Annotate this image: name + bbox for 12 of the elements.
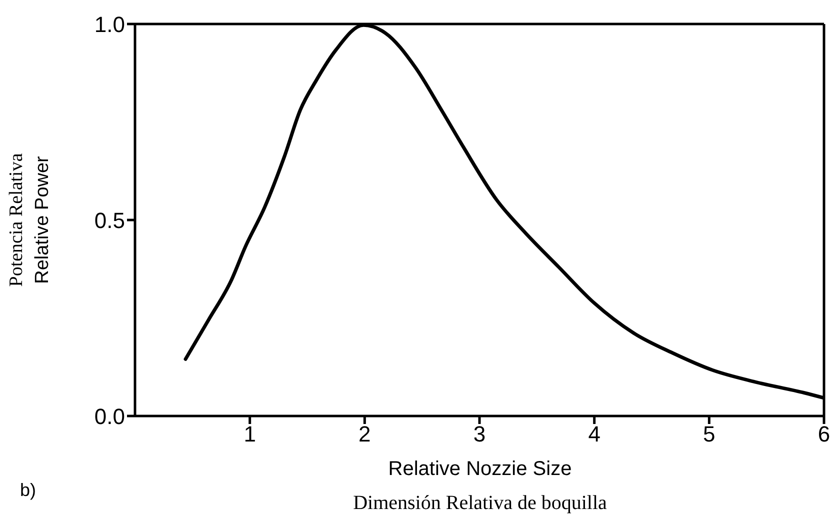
y-tick-label: 0.5 bbox=[94, 208, 125, 233]
x-tick-label: 3 bbox=[473, 422, 486, 447]
x-tick-label: 1 bbox=[244, 422, 256, 447]
y-tick-label: 1.0 bbox=[94, 12, 125, 37]
x-tick-label: 4 bbox=[588, 422, 600, 447]
x-tick-label: 6 bbox=[818, 422, 830, 447]
x-tick-label: 2 bbox=[358, 422, 371, 447]
y-tick-label: 0.0 bbox=[94, 404, 125, 429]
y-axis-title: Potencia Relativa Relative Power bbox=[6, 152, 53, 287]
text: b) bbox=[20, 480, 36, 501]
x-axis-title: Relative Nozzie Size Dimensión Relativa de boquilla bbox=[352, 458, 608, 515]
x-tick-label: 5 bbox=[703, 422, 716, 447]
